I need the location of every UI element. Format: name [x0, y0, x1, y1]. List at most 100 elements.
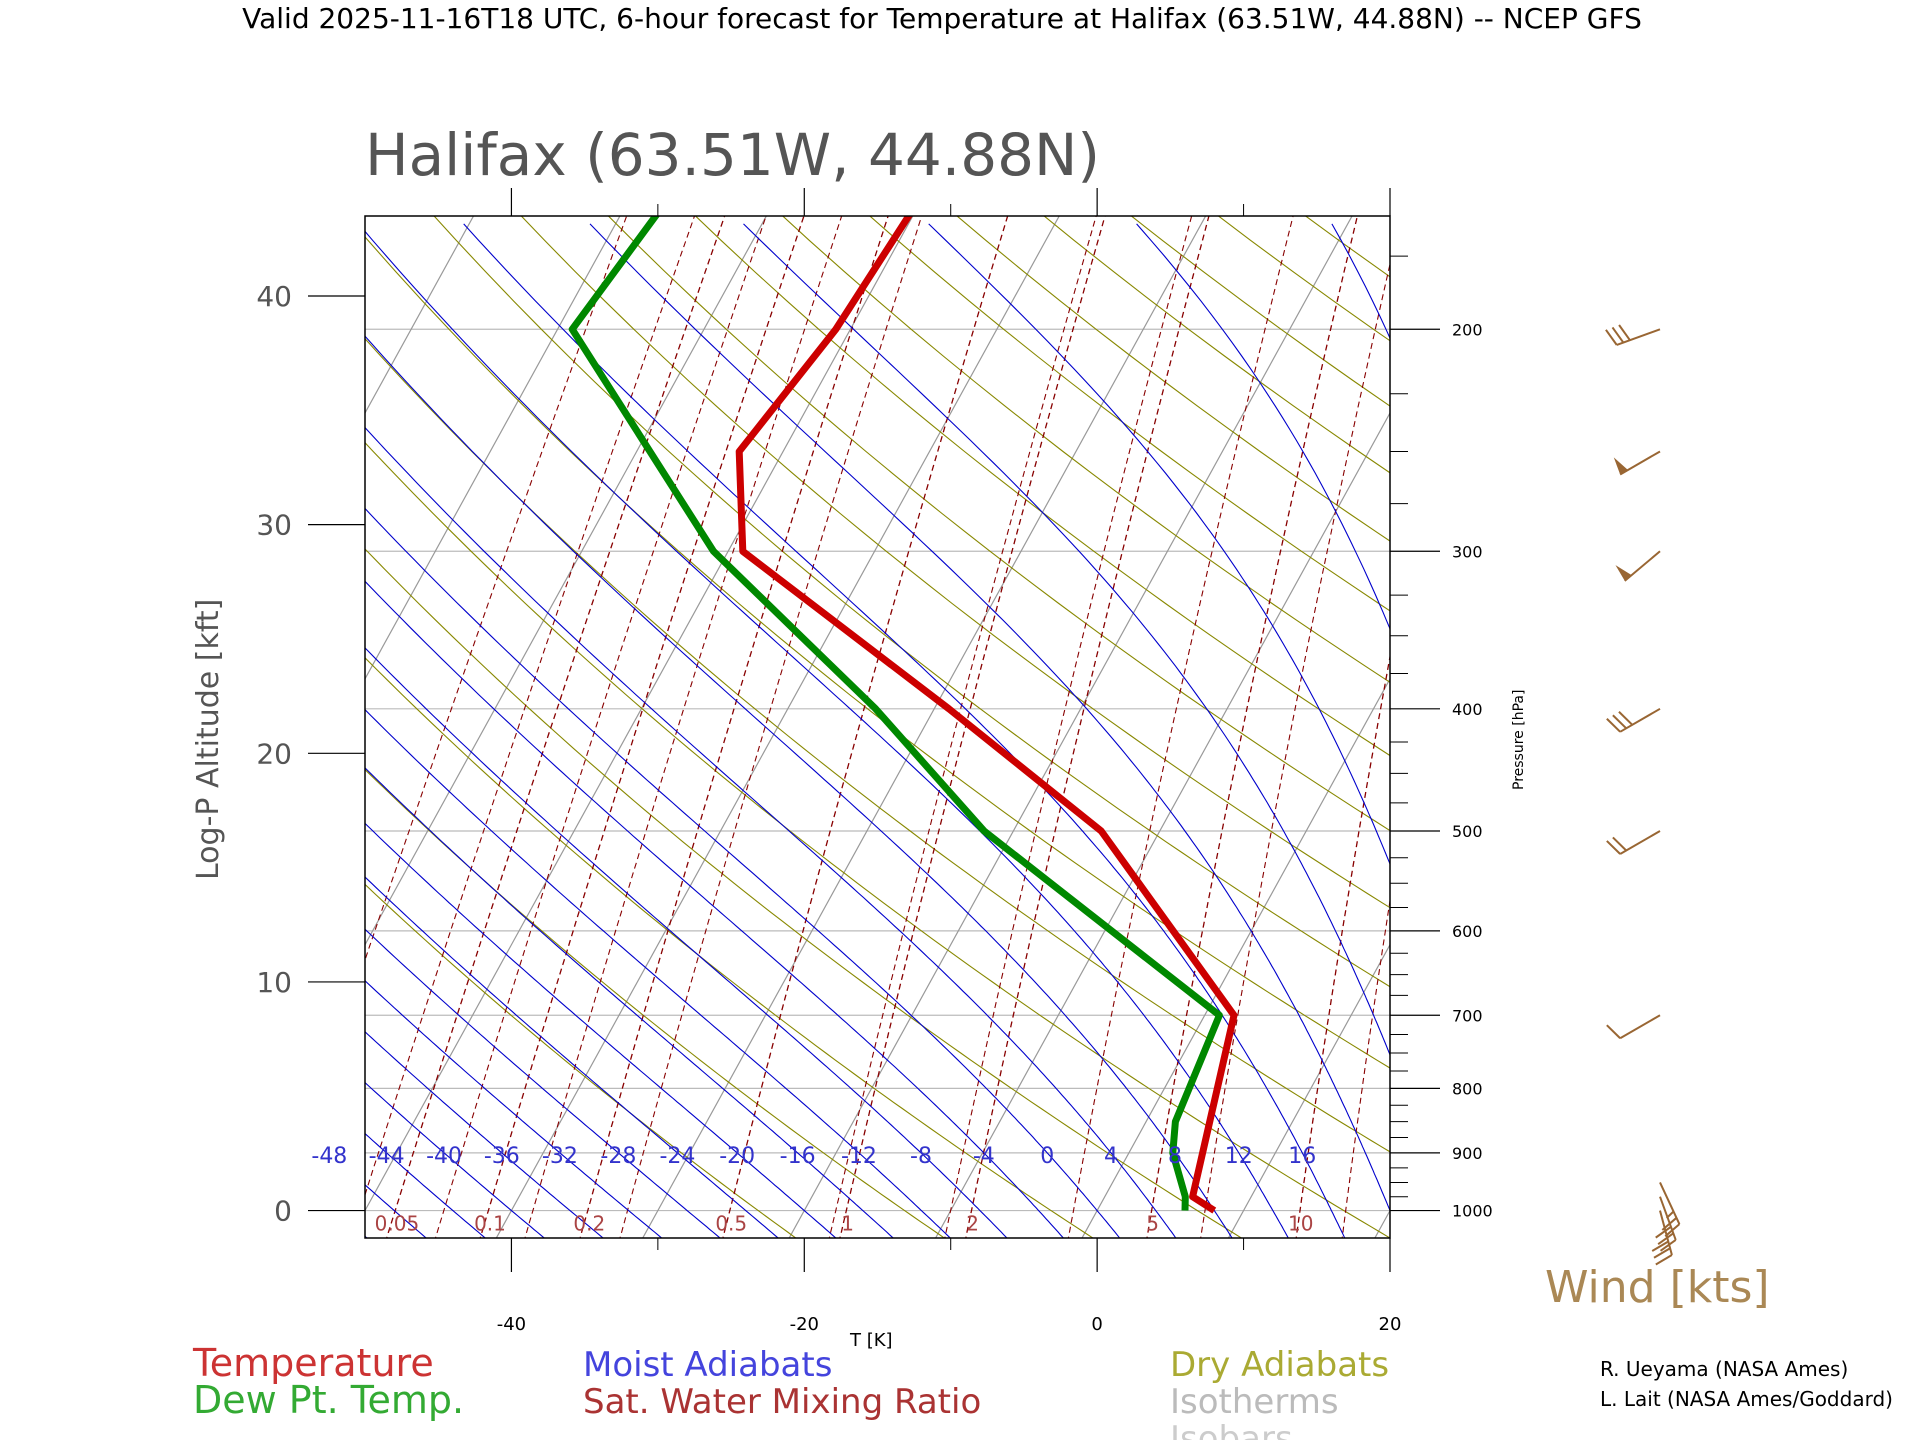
wind-barb — [1651, 1210, 1673, 1266]
legend-mixing-ratio: Sat. Water Mixing Ratio — [583, 1382, 981, 1422]
wind-barb — [1606, 830, 1661, 855]
mixing-ratio-line — [365, 216, 628, 962]
moist-adiabat-label: -8 — [910, 1144, 932, 1169]
legend-dry-adiabats: Dry Adiabats — [1170, 1345, 1389, 1385]
moist-adiabat-line — [365, 708, 952, 1238]
moist-adiabat-label: 8 — [1168, 1144, 1182, 1169]
legend-temperature: Temperature — [192, 1341, 434, 1385]
wind-barb — [1613, 450, 1661, 476]
sounding-profiles — [568, 216, 1238, 1214]
pressure-tick-label: 800 — [1452, 1079, 1483, 1098]
x-tick-label: -40 — [497, 1314, 526, 1335]
legend-moist-adiabats: Moist Adiabats — [583, 1345, 832, 1385]
isotherm-line — [365, 216, 768, 946]
x-axis-label: T [K] — [849, 1330, 893, 1351]
mixing-ratio-label: 0.5 — [715, 1212, 747, 1236]
moist-adiabat-label: -16 — [780, 1144, 816, 1169]
mixing-ratio-line — [1817, 209, 1895, 1242]
isotherm-line — [934, 411, 1390, 1238]
mixing-ratio-line — [579, 216, 889, 1238]
isotherm-line — [1665, 209, 1920, 1242]
pressure-tick-label: 600 — [1452, 922, 1483, 941]
mixing-ratio-line — [1341, 897, 1390, 1238]
dry-adiabat-line — [781, 216, 1390, 683]
background-lines — [0, 209, 1920, 1242]
dewpoint-profile — [568, 216, 1223, 1211]
pressure-tick-label: 500 — [1452, 822, 1483, 841]
isotherm-line — [1081, 677, 1390, 1238]
mixing-ratio-line — [1295, 653, 1390, 1238]
moist-adiabat-line — [365, 507, 1121, 1238]
dry-adiabat-line — [1904, 209, 1920, 1242]
moist-adiabat-line — [365, 426, 1177, 1238]
header-title: Valid 2025-11-16T18 UTC, 6-hour forecast… — [242, 2, 1642, 35]
legend-dewpoint: Dew Pt. Temp. — [193, 1378, 464, 1422]
wind-barb — [1659, 1182, 1681, 1238]
moist-adiabat-label: -20 — [719, 1144, 755, 1169]
isotherm-line — [788, 216, 1353, 1238]
dry-adiabat-line — [607, 216, 1390, 832]
legend: Temperature Dew Pt. Temp. Moist Adiabats… — [192, 1341, 1389, 1440]
pressure-tick-label: 700 — [1452, 1006, 1483, 1025]
moist-adiabat-label: -28 — [600, 1144, 636, 1169]
moist-adiabat-line — [743, 223, 1390, 1057]
mixing-ratio-label: 0.05 — [375, 1212, 420, 1236]
dry-adiabat-line — [365, 441, 1390, 1238]
y-axis-label: Log-P Altitude [kft] — [191, 599, 226, 880]
pressure-tick-label: 1000 — [1452, 1202, 1493, 1221]
moist-adiabat-line — [928, 223, 1390, 866]
moist-adiabat-line — [365, 1132, 487, 1238]
plot-frame — [364, 215, 1391, 1239]
mixing-ratio-label: 1 — [841, 1212, 854, 1236]
y-tick-label: 40 — [256, 280, 292, 313]
moist-adiabat-line — [365, 335, 1233, 1238]
dry-adiabat-line — [1557, 209, 1920, 1242]
mixing-ratio-line — [1652, 209, 1765, 1242]
mixing-ratio-line — [839, 216, 1106, 1238]
dry-adiabat-line — [365, 768, 946, 1238]
mixing-ratio-line — [365, 216, 696, 1197]
moist-adiabat-label: 16 — [1288, 1144, 1316, 1169]
isotherm-line — [642, 216, 1207, 1238]
temperature-profile — [735, 216, 1238, 1214]
dry-adiabat-line — [365, 657, 1094, 1238]
moist-adiabat-line — [365, 1081, 546, 1238]
moist-adiabat-label: -36 — [484, 1144, 520, 1169]
dry-adiabat-line — [1644, 209, 1920, 1242]
dry-adiabat-line — [365, 883, 797, 1238]
isotherm-line — [495, 216, 1060, 1238]
dry-adiabat-line — [365, 337, 1390, 1153]
moist-adiabat-label: 0 — [1040, 1144, 1054, 1169]
legend-isobars: Isobars — [1170, 1419, 1293, 1440]
moist-adiabat-line — [1136, 223, 1390, 631]
moist-adiabat-label: -24 — [659, 1144, 695, 1169]
moist-adiabat-line — [365, 1235, 368, 1238]
pressure-tick-label: 300 — [1452, 542, 1483, 561]
wind-barb — [1606, 1014, 1661, 1040]
moist-adiabat-line — [365, 980, 663, 1238]
x-tick-label: 20 — [1379, 1314, 1402, 1335]
wind-barbs — [1605, 324, 1681, 1266]
pressure-tick-label: 400 — [1452, 700, 1483, 719]
dry-adiabat-line — [1731, 209, 1920, 1242]
mixing-ratio-label: 5 — [1146, 1212, 1159, 1236]
mixing-ratio-label: 0.1 — [474, 1212, 506, 1236]
wind-barb — [1605, 324, 1661, 346]
dry-adiabat-line — [520, 216, 1390, 909]
wind-barb — [1615, 550, 1661, 582]
isotherm-line — [0, 209, 38, 1242]
y-tick-label: 30 — [256, 509, 292, 542]
moist-adiabat-line — [365, 230, 1289, 1238]
mixing-ratio-line — [479, 216, 805, 1238]
moist-adiabat-line — [365, 1031, 604, 1238]
mixing-ratio-label: 10 — [1288, 1212, 1313, 1236]
moist-adiabat-label: -4 — [973, 1144, 995, 1169]
wind-label: Wind [kts] — [1545, 1262, 1770, 1313]
isotherm-line — [0, 209, 331, 1242]
isotherm-line — [365, 216, 914, 1212]
dry-adiabat-line — [1470, 209, 1920, 1242]
pressure-axis-label: Pressure [hPa] — [1511, 690, 1527, 790]
isotherm-line — [1519, 209, 1920, 1242]
mixing-ratio-line — [965, 216, 1210, 1238]
